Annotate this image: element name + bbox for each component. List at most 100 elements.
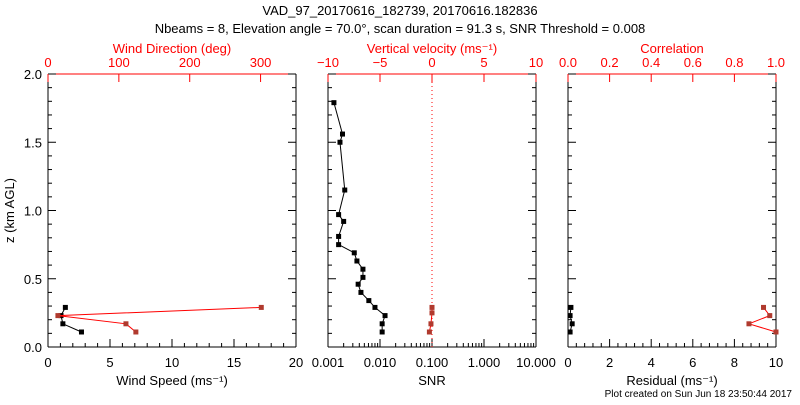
top-x-tick-label: 0.8 (725, 55, 743, 70)
data-point (761, 304, 767, 310)
x-tick-label: 0.010 (364, 355, 397, 370)
top-x-tick-label: 0 (428, 55, 435, 70)
data-point (336, 242, 342, 248)
data-point (567, 313, 573, 319)
data-point (331, 100, 337, 106)
x-tick-label: 20 (289, 355, 303, 370)
series-line (428, 307, 433, 333)
data-point (429, 304, 435, 310)
top-x-tick-label: 0.6 (684, 55, 702, 70)
series-snr (331, 100, 388, 335)
top-x-tick-label: 0.2 (601, 55, 619, 70)
title-line-2: Nbeams = 8, Elevation angle = 70.0°, sca… (155, 21, 646, 36)
series-line (333, 102, 386, 332)
data-point (355, 281, 361, 287)
data-point (567, 329, 573, 335)
series-line (57, 306, 262, 333)
x-tick-label: 8 (731, 355, 738, 370)
x-tick-label: 15 (227, 355, 241, 370)
data-point (342, 187, 348, 193)
x-tick-label: 6 (689, 355, 696, 370)
data-point (123, 321, 129, 327)
y-tick-label: 0.5 (24, 272, 42, 287)
x-tick-label: 10.000 (516, 355, 556, 370)
data-point (568, 304, 574, 310)
data-point (133, 329, 139, 335)
top-x-tick-label: 0.4 (642, 55, 660, 70)
series-correlation (746, 304, 779, 335)
top-x-tick-label: 0.0 (559, 55, 577, 70)
panel-3: 0 2 4 6 8 10 Residual (ms⁻¹) 0.0 0.2 0.4 0.6 0.8 1.0… (559, 41, 785, 388)
data-point (78, 329, 84, 335)
top-x-tick-label: 10 (529, 55, 543, 70)
series-residual (567, 304, 575, 335)
data-point (62, 304, 68, 310)
data-point (258, 304, 264, 310)
series-line (747, 307, 777, 333)
data-point (366, 298, 372, 304)
data-point (336, 233, 342, 239)
data-point (372, 304, 378, 310)
data-point (360, 266, 366, 272)
data-point (337, 139, 343, 145)
top-x-tick-label: 5 (480, 55, 487, 70)
x-tick-label: 5 (106, 355, 113, 370)
series-line (60, 307, 82, 333)
x-tick-label: 2 (606, 355, 613, 370)
x-tick-label: 0 (564, 355, 571, 370)
panel-1: 0.0 0.5 1.0 1.5 2.0 z (km AGL) 0 5 10 15 20 Wind Sp… (2, 41, 303, 388)
data-point (569, 321, 575, 327)
data-point (341, 218, 347, 224)
top-x-tick-label: 200 (179, 55, 201, 70)
panel-2: 0.001 0.010 0.100 1.000 10.000 SNR −10 −5 0 5 10 Ve… (312, 41, 556, 388)
data-point (773, 329, 779, 335)
x-tick-label: 0.001 (312, 355, 345, 370)
data-point (428, 321, 434, 327)
series-line (569, 307, 573, 333)
footer-timestamp: Plot created on Sun Jun 18 23:50:44 2017 (605, 389, 793, 400)
data-point (382, 313, 388, 319)
top-axis-label: Vertical velocity (ms⁻¹) (367, 41, 497, 56)
top-x-tick-label: −10 (317, 55, 339, 70)
data-point (60, 321, 66, 327)
data-point (336, 212, 342, 218)
data-point (360, 274, 366, 280)
data-point (426, 329, 432, 335)
data-point (429, 310, 435, 316)
top-x-tick-label: 300 (250, 55, 272, 70)
top-x-tick-label: −5 (373, 55, 388, 70)
x-axis-label: Residual (ms⁻¹) (626, 373, 717, 388)
y-tick-label: 1.0 (24, 204, 42, 219)
top-x-tick-label: 0 (44, 55, 51, 70)
data-point (379, 321, 385, 327)
series-vertical-velocity (426, 304, 435, 335)
y-axis-label: z (km AGL) (2, 178, 17, 243)
x-tick-label: 0 (44, 355, 51, 370)
data-point (358, 289, 364, 295)
top-axis-label: Wind Direction (deg) (113, 41, 232, 56)
series-wind-direction (55, 304, 264, 335)
y-tick-label: 1.5 (24, 135, 42, 150)
data-point (746, 321, 752, 327)
data-point (354, 258, 360, 264)
top-x-tick-label: 1.0 (767, 55, 785, 70)
x-tick-label: 1.000 (468, 355, 501, 370)
x-tick-label: 4 (648, 355, 655, 370)
top-axis-label: Correlation (640, 41, 704, 56)
x-axis-label: SNR (418, 373, 445, 388)
x-axis-label: Wind Speed (ms⁻¹) (116, 373, 228, 388)
x-tick-label: 0.100 (416, 355, 449, 370)
data-point (351, 250, 357, 256)
data-point (339, 131, 345, 137)
data-point (55, 313, 61, 319)
data-point (379, 329, 385, 335)
y-tick-label: 0.0 (24, 340, 42, 355)
top-x-tick-label: 100 (108, 55, 130, 70)
title-line-1: VAD_97_20170616_182739, 20170616.182836 (262, 3, 537, 18)
data-point (767, 313, 773, 319)
y-tick-label: 2.0 (24, 67, 42, 82)
series-wind-speed (58, 304, 84, 335)
x-tick-label: 10 (769, 355, 783, 370)
